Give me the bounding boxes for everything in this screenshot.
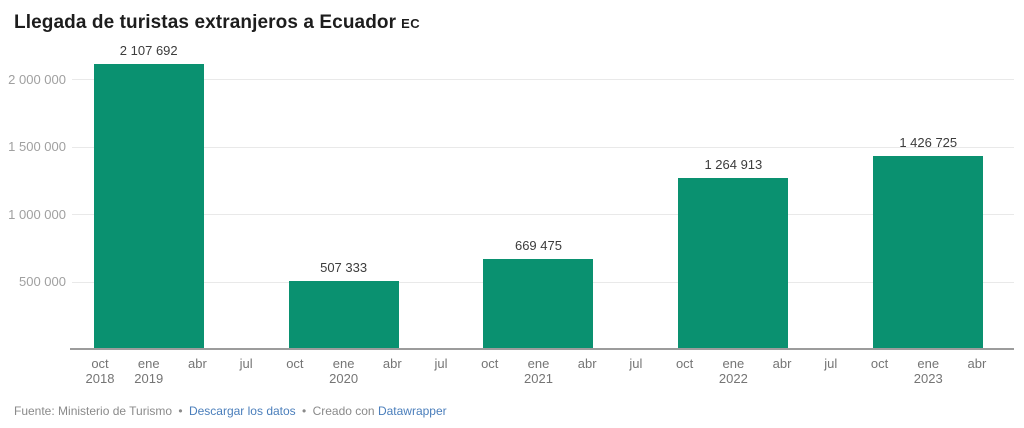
x-axis-year-label: 2020 <box>329 371 359 386</box>
x-axis-year-label: 2023 <box>913 371 943 386</box>
footer-separator: • <box>178 404 183 418</box>
x-axis-month-label: oct <box>870 356 889 371</box>
bar <box>288 280 399 349</box>
datawrapper-link[interactable]: Datawrapper <box>377 404 447 418</box>
bar <box>483 258 594 349</box>
source-text: Fuente: Ministerio de Turismo <box>14 404 173 418</box>
x-axis-month-label: ene <box>917 356 940 371</box>
y-gridline <box>72 79 1014 80</box>
x-axis-month-label: jul <box>434 356 448 371</box>
bar <box>93 64 204 349</box>
x-axis-month-label: oct <box>675 356 694 371</box>
y-axis-tick-label: 1 500 000 <box>8 139 66 154</box>
y-gridline <box>72 146 1014 148</box>
x-axis-month-label: jul <box>824 356 838 371</box>
x-axis-month-label: ene <box>137 356 160 371</box>
y-gridline <box>72 214 1014 215</box>
bar-value-label: 2 107 692 <box>119 43 178 59</box>
x-axis-month-label: abr <box>188 356 207 371</box>
x-axis-month-label: ene <box>722 356 745 371</box>
footer-separator: • <box>302 404 307 418</box>
x-axis-month-label: ene <box>332 356 355 371</box>
download-data-link[interactable]: Descargar los datos <box>188 404 296 418</box>
x-axis-year-label: 2019 <box>134 371 164 386</box>
x-axis-month-label: ene <box>527 356 550 371</box>
x-axis-line <box>70 348 1014 350</box>
x-axis-month-label: oct <box>286 356 304 371</box>
bar-value-label: 1 426 725 <box>899 135 958 151</box>
bar-value-label: 669 475 <box>514 237 562 253</box>
x-axis-month-label: abr <box>577 356 597 371</box>
x-axis-year-label: 2018 <box>85 371 115 386</box>
x-axis-month-label: jul <box>629 356 643 371</box>
bar <box>678 178 789 349</box>
x-axis-month-label: abr <box>967 356 987 371</box>
chart-title: Llegada de turistas extranjeros a Ecuado… <box>14 12 420 34</box>
created-with-text: Creado con <box>312 404 375 418</box>
y-axis-tick-label: 500 000 <box>19 274 66 289</box>
chart-title-text: Llegada de turistas extranjeros a Ecuado… <box>14 12 397 33</box>
x-axis-year-label: 2022 <box>718 371 748 386</box>
x-axis-month-label: oct <box>481 356 499 371</box>
x-axis-month-label: abr <box>772 356 792 371</box>
bar <box>873 156 984 349</box>
y-axis-tick-label: 2 000 000 <box>8 71 66 87</box>
bar-value-label: 507 333 <box>320 259 368 275</box>
bar-value-label: 1 264 913 <box>704 157 763 173</box>
chart-footer: Fuente: Ministerio de Turismo • Descarga… <box>14 404 447 418</box>
x-axis-month-label: jul <box>239 356 253 371</box>
y-axis-tick-label: 1 000 000 <box>8 206 66 222</box>
x-axis-year-label: 2021 <box>524 371 553 386</box>
x-axis-month-label: abr <box>382 356 402 371</box>
chart-title-country-code: EC <box>401 16 421 31</box>
x-axis-month-label: oct <box>91 356 109 371</box>
